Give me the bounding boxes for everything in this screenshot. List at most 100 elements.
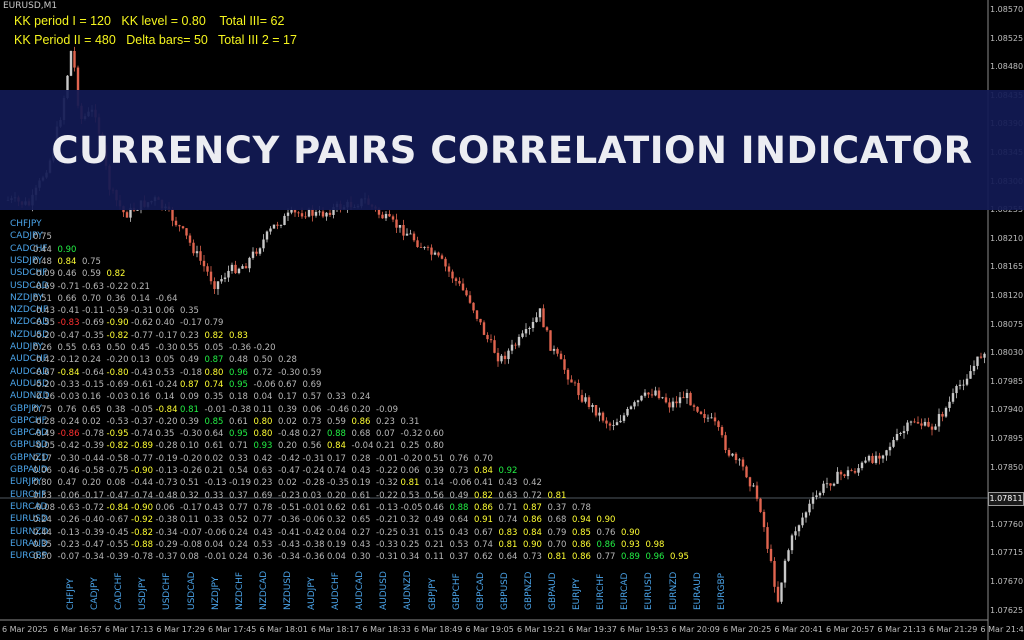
time-tick: 6 Mar 17:45 [208,625,257,634]
correlation-cell: 0.33 [229,453,248,464]
correlation-cell: -0.09 [376,404,398,415]
correlation-cell: -0.20 [155,416,178,427]
pair-column-label: AUDCAD [355,570,366,610]
pair-row-label: GBPJPY [10,403,42,414]
correlation-cell: 0.35 [204,392,224,403]
correlation-cell: 0.14 [425,478,444,489]
pair-column-label: EURJPY [572,578,583,610]
correlation-cell: 0.47 [57,478,77,489]
candle-body [948,401,951,408]
correlation-cell: -0.63 [57,502,80,513]
candle-body [776,586,780,602]
correlation-cell: 0.17 [33,453,52,464]
candle-body [727,450,731,456]
candle-body [745,466,748,478]
pair-row-label: USDCAD [10,280,49,291]
correlation-cell: 0.96 [229,367,248,378]
candle-body [668,402,671,408]
candle-body [489,339,493,341]
correlation-cell: -0.24 [57,416,80,427]
correlation-cell: 0.43 [351,466,371,476]
correlation-cell: 0.90 [523,539,542,550]
pair-column-label: AUDCHF [331,572,342,610]
candle-body [426,246,430,248]
correlation-cell: -0.26 [57,515,80,526]
correlation-cell: 0.11 [425,552,444,563]
correlation-cell: -0.01 [376,453,398,464]
candle-body [710,417,713,419]
correlation-cell: 0.53 [449,539,469,550]
pair-row-label: AUDCHF [10,354,48,365]
candle-body [465,290,468,296]
correlation-cell: 0.50 [253,355,273,366]
correlation-cell: 0.11 [253,404,273,415]
correlation-cell: 0.18 [229,392,248,403]
correlation-cell: -0.38 [229,404,251,415]
correlation-cell: 0.26 [33,343,52,353]
candle-body [388,214,391,217]
correlation-cell: 0.75 [33,404,52,415]
correlation-cell: 0.94 [572,515,591,526]
candle-body [171,209,174,221]
correlation-cell: -0.22 [376,466,398,476]
correlation-cell: -0.86 [57,429,80,440]
candle-body [451,271,454,279]
candle-body [979,356,983,358]
candle-body [255,251,258,254]
candle-body [689,392,692,406]
time-tick: 6 Mar 21:29 [929,625,978,634]
correlation-cell: 0.49 [449,490,469,501]
correlation-cell: 0.63 [82,343,101,353]
correlation-cell: 0.75 [82,256,101,267]
correlation-cell: 0.56 [302,441,322,452]
candle-body [696,406,699,412]
candle-body [265,231,269,240]
correlation-cell: 0.05 [155,355,175,366]
correlation-cell: -0.47 [106,490,129,501]
candle-body [629,406,633,409]
correlation-cell: -0.35 [327,478,349,489]
candle-body [332,207,335,215]
correlation-cell: -0.20 [33,330,55,341]
candle-body [958,384,962,387]
correlation-cell: 0.24 [229,552,248,563]
correlation-cell: 0.24 [229,527,248,538]
candle-body [706,417,710,419]
candle-body [878,455,881,459]
correlation-cell: 0.23 [253,478,273,489]
candle-body [468,295,472,303]
candle-body [643,392,647,396]
correlation-cell: 0.61 [229,416,248,427]
correlation-cell: -0.58 [106,453,129,464]
correlation-cell: -0.06 [253,379,276,390]
candle-body [755,485,759,499]
correlation-cell: -0.44 [82,453,104,464]
correlation-cell: 0.73 [523,552,542,563]
correlation-cell: -0.67 [106,515,129,526]
pair-row-label: AUDJPY [10,342,44,352]
candle-body [587,397,591,407]
pair-row-label: EURUSD [10,514,48,525]
correlation-cell: 0.77 [253,515,273,526]
correlation-cell: -0.31 [131,306,153,317]
pair-column-label: AUDUSD [379,571,390,610]
correlation-cell: 0.04 [253,392,273,403]
candle-body [794,531,797,536]
correlation-cell: 0.81 [498,539,518,550]
candle-body [206,266,209,272]
correlation-cell: -0.55 [106,539,129,550]
candle-body [444,258,447,267]
correlation-cell: 0.35 [180,306,199,317]
time-tick: 6 Mar 17:29 [156,625,205,634]
candle-body [545,327,549,331]
correlation-cell: 0.21 [204,466,224,476]
candle-body [822,483,825,493]
correlation-cell: 0.04 [327,527,346,538]
correlation-cell: 0.69 [253,490,273,501]
correlation-cell: 0.61 [351,502,371,513]
correlation-cell: -0.77 [131,330,153,341]
correlation-cell: 0.81 [547,490,567,501]
correlation-cell: -0.53 [106,416,129,427]
candle-body [563,359,566,370]
